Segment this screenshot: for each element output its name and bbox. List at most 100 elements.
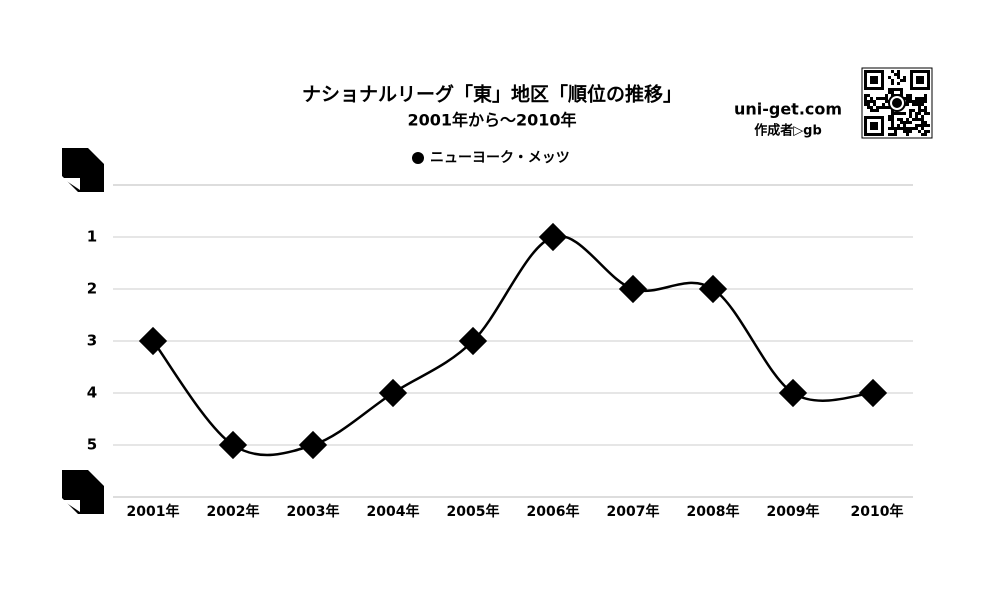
qr-cell — [867, 106, 870, 109]
qr-finder — [870, 122, 878, 130]
qr-cell — [921, 100, 924, 103]
qr-cell — [903, 76, 906, 79]
data-marker — [298, 430, 328, 460]
qr-cell — [867, 103, 870, 106]
qr-cell — [897, 88, 900, 91]
qr-cell — [918, 112, 921, 115]
qr-cell — [924, 100, 927, 103]
qr-cell — [888, 115, 891, 118]
qr-code — [861, 67, 933, 139]
qr-cell — [891, 115, 894, 118]
qr-cell — [897, 127, 900, 130]
qr-cell — [906, 97, 909, 100]
qr-cell — [870, 97, 873, 100]
qr-cell — [897, 112, 900, 115]
qr-cell — [891, 127, 894, 130]
qr-cell — [885, 97, 888, 100]
x-tick-label: 2001年 — [127, 503, 180, 520]
qr-cell — [888, 118, 891, 121]
x-tick-label: 2006年 — [527, 503, 580, 520]
corner-decoration — [62, 500, 80, 512]
qr-cell — [894, 88, 897, 91]
qr-cell — [915, 118, 918, 121]
series-line — [152, 234, 874, 457]
qr-cell — [909, 112, 912, 115]
chart-title: ナショナルリーグ「東」地区「順位の推移」 — [302, 83, 682, 106]
qr-cell — [891, 118, 894, 121]
data-marker — [778, 378, 808, 408]
qr-cell — [906, 103, 909, 106]
x-tick-label: 2007年 — [607, 503, 660, 520]
qr-cell — [882, 106, 885, 109]
qr-cell — [921, 103, 924, 106]
qr-cell — [915, 115, 918, 118]
qr-cell — [888, 127, 891, 130]
qr-cell — [873, 103, 876, 106]
qr-cell — [903, 124, 906, 127]
qr-cell — [921, 115, 924, 118]
x-tick-label: 2009年 — [767, 503, 820, 520]
data-marker — [458, 326, 488, 356]
qr-cell — [891, 121, 894, 124]
qr-cell — [915, 103, 918, 106]
qr-cell — [906, 94, 909, 97]
qr-cell — [921, 124, 924, 127]
qr-cell — [873, 100, 876, 103]
qr-cell — [909, 100, 912, 103]
watermark: uni-get.com — [734, 100, 842, 119]
qr-cell — [894, 130, 897, 133]
qr-cell — [927, 124, 930, 127]
qr-cell — [909, 115, 912, 118]
y-tick-label: 5 — [87, 436, 97, 454]
qr-cell — [909, 121, 912, 124]
qr-cell — [900, 79, 903, 82]
qr-cell — [885, 100, 888, 103]
qr-cell — [891, 133, 894, 136]
qr-finder — [916, 76, 924, 84]
y-tick-label: 1 — [87, 228, 97, 246]
qr-cell — [918, 109, 921, 112]
qr-cell — [885, 106, 888, 109]
qr-cell — [924, 97, 927, 100]
qr-cell — [891, 82, 894, 85]
qr-cell — [903, 130, 906, 133]
author: 作成者▷gb — [754, 123, 822, 139]
qr-cell — [915, 124, 918, 127]
qr-cell — [867, 94, 870, 97]
qr-cell — [891, 79, 894, 82]
qr-cell — [927, 130, 930, 133]
y-tick-label: 2 — [87, 280, 97, 298]
qr-cell — [882, 97, 885, 100]
qr-cell — [924, 109, 927, 112]
qr-cell — [897, 73, 900, 76]
qr-cell — [888, 91, 891, 94]
legend-marker — [412, 152, 424, 164]
qr-cell — [918, 106, 921, 109]
qr-cell — [879, 106, 882, 109]
qr-cell — [867, 100, 870, 103]
qr-cell — [900, 112, 903, 115]
qr-cell — [906, 130, 909, 133]
qr-cell — [888, 133, 891, 136]
qr-cell — [870, 100, 873, 103]
corner-decoration — [62, 178, 80, 190]
qr-cell — [924, 124, 927, 127]
qr-cell — [921, 118, 924, 121]
qr-cell — [900, 88, 903, 91]
qr-cell — [921, 121, 924, 124]
x-tick-label: 2002年 — [207, 503, 260, 520]
qr-cell — [909, 130, 912, 133]
qr-cell — [876, 106, 879, 109]
qr-cell — [906, 127, 909, 130]
qr-cell — [909, 97, 912, 100]
qr-cell — [927, 112, 930, 115]
chart-subtitle: 2001年から〜2010年 — [407, 111, 576, 130]
qr-cell — [897, 76, 900, 79]
x-tick-label: 2003年 — [287, 503, 340, 520]
qr-cell — [906, 100, 909, 103]
qr-cell — [912, 118, 915, 121]
qr-cell — [915, 112, 918, 115]
x-tick-label: 2008年 — [687, 503, 740, 520]
qr-cell — [864, 103, 867, 106]
